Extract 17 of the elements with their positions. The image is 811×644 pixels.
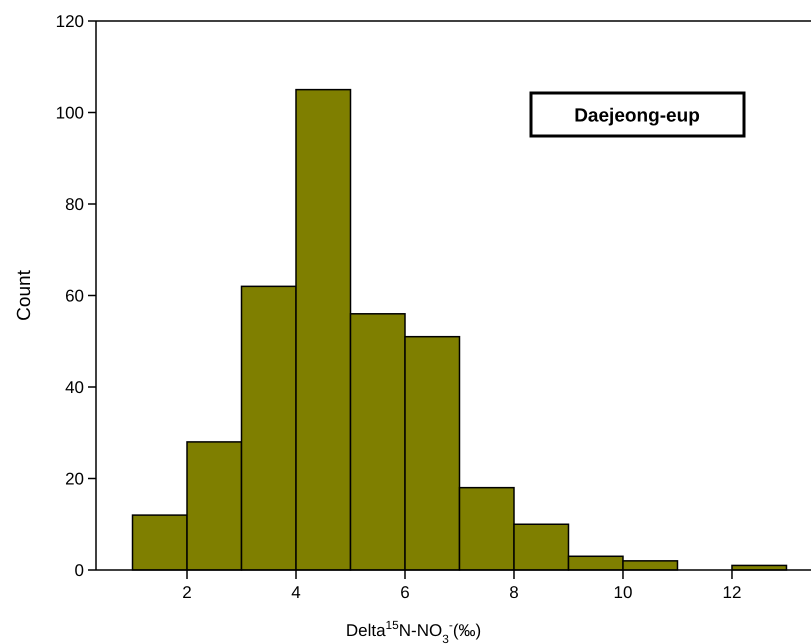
y-tick-label: 80 (65, 194, 84, 214)
y-tick-label: 120 (56, 12, 84, 31)
y-tick-label: 100 (56, 103, 84, 122)
y-tick-label: 60 (65, 286, 84, 306)
x-tick-label: 2 (182, 583, 192, 602)
label-box: Daejeong-eup (530, 92, 746, 138)
annotation: Daejeong-eup (574, 106, 700, 127)
x-tick-label: 12 (722, 583, 742, 602)
x-tick-label: 6 (400, 583, 410, 602)
x-tick-label: 4 (291, 583, 301, 602)
y-tick-label: 40 (65, 378, 84, 397)
y-tick-label: 20 (65, 469, 84, 488)
x-tick-label: 10 (614, 583, 632, 602)
y-axis-title: Count (14, 269, 35, 321)
x-tick-label: 8 (509, 583, 519, 602)
y-tick-label: 0 (74, 560, 84, 580)
x-axis-title: Delta$^{15}$N-NO$_{3}$$^{-}$(‰) (346, 618, 482, 644)
